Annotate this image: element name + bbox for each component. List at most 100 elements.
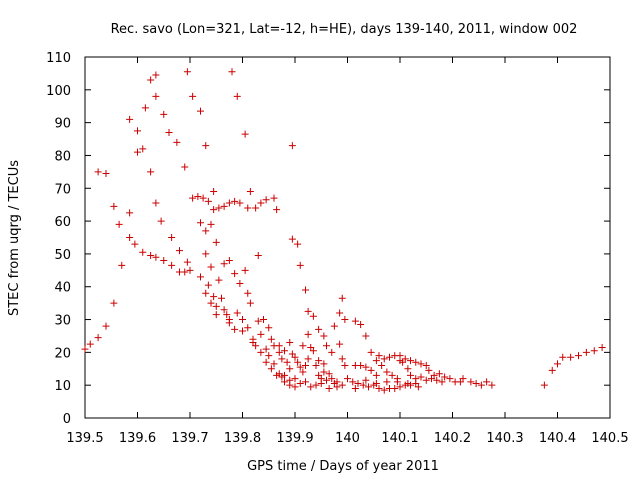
data-point: [304, 307, 312, 315]
data-point: [367, 366, 375, 374]
data-point: [173, 138, 181, 146]
data-point: [212, 302, 220, 310]
data-point: [341, 361, 349, 369]
data-point: [386, 353, 393, 361]
data-point: [304, 355, 312, 363]
data-point: [359, 381, 367, 389]
data-point: [257, 348, 265, 356]
data-point: [257, 330, 265, 338]
data-point: [197, 219, 204, 227]
data-point: [325, 370, 333, 378]
data-point: [147, 252, 155, 260]
data-point: [147, 76, 155, 84]
data-point: [283, 358, 291, 366]
y-tick-label: 100: [46, 84, 71, 99]
data-point: [378, 361, 386, 369]
data-point: [267, 365, 275, 373]
data-point: [567, 353, 575, 361]
data-point: [338, 294, 346, 302]
data-point: [320, 368, 328, 376]
x-tick-label: 139.5: [66, 431, 103, 446]
data-point: [417, 373, 425, 381]
data-point: [202, 142, 210, 150]
data-point: [288, 142, 296, 150]
data-point: [325, 384, 333, 392]
data-point: [351, 384, 359, 392]
data-point: [336, 309, 344, 317]
data-point: [344, 375, 351, 383]
data-point: [207, 220, 215, 228]
x-tick-label: 140.5: [591, 431, 628, 446]
x-tick-label: 140: [335, 431, 360, 446]
data-point: [459, 375, 467, 383]
data-point: [393, 378, 401, 386]
data-point: [189, 194, 197, 202]
data-point: [288, 235, 296, 243]
data-point: [362, 332, 370, 340]
data-point: [212, 238, 220, 246]
data-point: [417, 360, 425, 368]
data-point: [446, 375, 454, 383]
data-point: [380, 386, 388, 394]
data-point: [302, 378, 309, 386]
data-point: [204, 281, 212, 289]
data-point: [388, 371, 396, 379]
x-tick-label: 140.2: [434, 431, 471, 446]
data-point: [357, 361, 365, 369]
data-point: [152, 71, 160, 79]
data-point: [312, 381, 320, 389]
x-tick-label: 140.3: [486, 431, 523, 446]
data-point: [147, 168, 155, 176]
data-point: [157, 217, 165, 225]
data-point: [354, 380, 362, 388]
x-tick-label: 139.8: [224, 431, 261, 446]
data-point: [488, 381, 496, 389]
data-point: [181, 268, 189, 276]
data-point: [94, 168, 102, 176]
data-point: [233, 309, 241, 317]
y-tick-label: 90: [54, 117, 71, 132]
data-point: [239, 327, 246, 335]
data-point: [81, 345, 89, 353]
data-point: [302, 361, 309, 369]
x-tick-label: 140.1: [381, 431, 418, 446]
data-point: [312, 361, 320, 369]
data-point: [296, 363, 304, 371]
data-point: [134, 148, 141, 156]
data-point: [317, 380, 325, 388]
data-point: [372, 371, 380, 379]
y-tick-label: 80: [54, 149, 71, 164]
data-point: [372, 380, 380, 388]
data-point: [320, 332, 328, 340]
data-point: [110, 299, 118, 307]
data-point: [204, 197, 212, 205]
data-point: [575, 352, 582, 360]
data-point: [422, 376, 430, 384]
data-point: [275, 342, 283, 350]
data-point: [199, 194, 207, 202]
data-point: [404, 380, 412, 388]
data-point: [262, 345, 270, 353]
data-point: [391, 384, 399, 392]
data-point: [225, 316, 233, 324]
data-point: [260, 316, 267, 324]
data-point: [399, 358, 407, 366]
data-point: [273, 371, 281, 379]
data-point: [231, 197, 239, 205]
data-point: [309, 312, 317, 320]
data-point: [296, 380, 304, 388]
data-point: [428, 375, 435, 383]
data-point: [231, 270, 239, 278]
data-point: [315, 357, 323, 365]
data-point: [223, 311, 231, 319]
data-point: [236, 279, 244, 287]
x-tick-label: 139.7: [171, 431, 208, 446]
data-point: [270, 360, 278, 368]
data-point: [165, 128, 173, 136]
data-point: [118, 261, 126, 269]
data-point: [323, 376, 330, 384]
data-point: [134, 127, 141, 135]
data-point: [139, 248, 147, 256]
data-point: [275, 348, 283, 356]
data-point: [433, 376, 441, 384]
